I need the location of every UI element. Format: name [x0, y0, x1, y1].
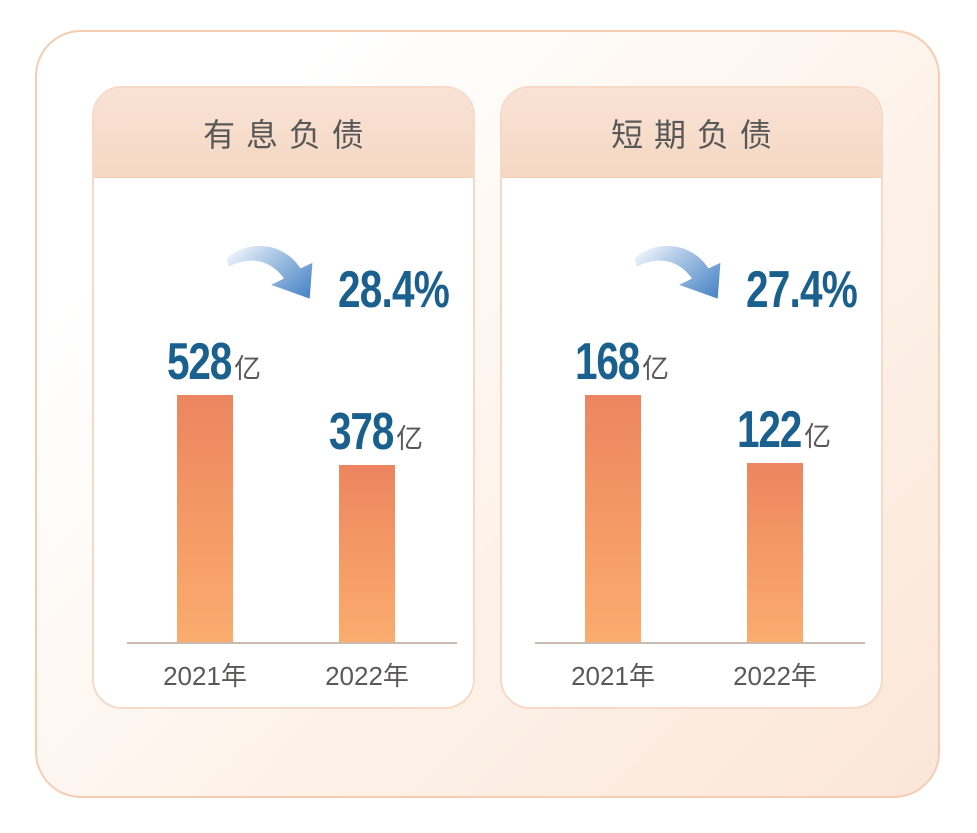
x-axis-baseline [127, 642, 457, 644]
bar-2022 [747, 463, 803, 642]
panel-title: 有息负债 [203, 116, 375, 153]
panel-header: 短期负债 [502, 88, 881, 178]
infographic-frame: 有息负债 28.4% 528 亿 378 亿 [35, 30, 940, 798]
bar-group-2021: 528 亿 [115, 333, 295, 642]
panel-header: 有息负债 [94, 88, 473, 178]
bar-value-label: 122 亿 [719, 401, 832, 460]
category-label-2021: 2021年 [571, 661, 655, 691]
bar-value-unit: 亿 [234, 354, 262, 384]
category-label-2022: 2022年 [733, 661, 817, 691]
bar-value-unit: 亿 [642, 354, 670, 384]
bar-2021 [585, 395, 641, 642]
bar-2021 [177, 395, 233, 642]
panel-title: 短期负债 [611, 116, 783, 153]
bar-2022 [339, 465, 395, 642]
panel-chart-area: 27.4% 168 亿 122 亿 2021年 2022年 [502, 178, 881, 707]
curved-down-arrow-icon [634, 245, 721, 299]
category-label-2021: 2021年 [163, 661, 247, 691]
panel-short-term-debt: 短期负债 27.4% 168 亿 122 亿 [500, 86, 883, 709]
bar-value-label: 168 亿 [557, 333, 670, 392]
bar-value-number: 122 [737, 401, 802, 460]
bar-value-unit: 亿 [804, 422, 832, 452]
bar-value-number: 378 [329, 403, 394, 462]
decline-percentage: 28.4% [338, 261, 450, 319]
category-label-2022: 2022年 [325, 661, 409, 691]
bar-value-label: 378 亿 [311, 403, 424, 462]
bar-value-number: 528 [167, 333, 232, 392]
decline-percentage: 27.4% [746, 261, 858, 319]
bar-group-2022: 378 亿 [277, 403, 457, 642]
bar-group-2021: 168 亿 [523, 333, 703, 642]
curved-down-arrow-icon [226, 245, 313, 299]
bar-value-label: 528 亿 [149, 333, 262, 392]
bar-value-number: 168 [575, 333, 640, 392]
panel-chart-area: 28.4% 528 亿 378 亿 2021年 2022年 [94, 178, 473, 707]
bar-group-2022: 122 亿 [685, 401, 865, 642]
bar-value-unit: 亿 [396, 424, 424, 454]
panel-interest-bearing-debt: 有息负债 28.4% 528 亿 378 亿 [92, 86, 475, 709]
x-axis-baseline [535, 642, 865, 644]
